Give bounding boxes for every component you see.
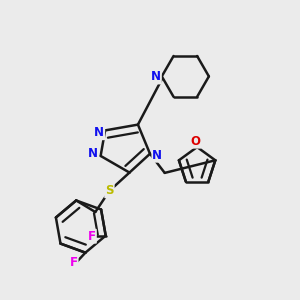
Text: N: N bbox=[88, 147, 98, 160]
Text: F: F bbox=[70, 256, 78, 268]
Text: N: N bbox=[94, 126, 104, 139]
Text: N: N bbox=[151, 70, 161, 83]
Text: F: F bbox=[88, 230, 96, 243]
Text: N: N bbox=[152, 149, 162, 162]
Text: O: O bbox=[190, 135, 201, 148]
Text: S: S bbox=[105, 184, 114, 197]
